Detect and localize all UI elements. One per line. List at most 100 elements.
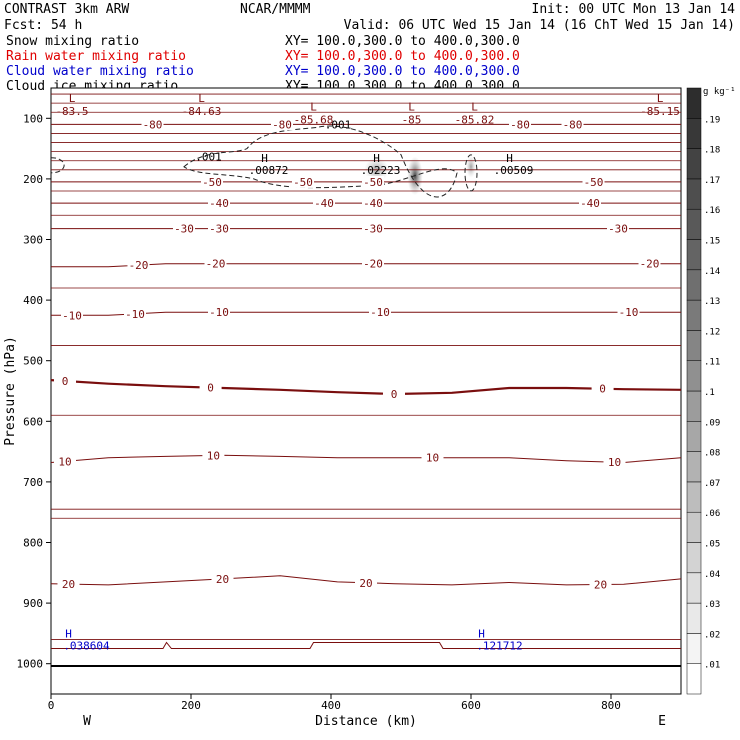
isotherm-label-bg bbox=[369, 306, 391, 319]
colorbar-swatch bbox=[686, 148, 702, 180]
y-tick-label: 600 bbox=[23, 415, 43, 428]
colorbar-swatch bbox=[686, 572, 702, 604]
isotherm-label-bg bbox=[362, 175, 384, 188]
colorbar-tick-label: .07 bbox=[704, 479, 720, 489]
isotherm-label: -80 bbox=[563, 118, 583, 131]
low-value: -85.68 bbox=[294, 113, 334, 126]
colorbar-swatch bbox=[686, 299, 702, 331]
y-tick-label: 500 bbox=[23, 355, 43, 368]
isotherm-label-bg bbox=[54, 374, 76, 387]
isotherm-label: -20 bbox=[206, 258, 226, 271]
isotherm-label: -40 bbox=[580, 197, 600, 210]
colorbar: .01 .02 .03 .04 .05 .06 .07 .08 .09 .1 .11 .12 .13 .1… bbox=[686, 87, 736, 695]
colorbar-tick-label: .16 bbox=[704, 206, 720, 216]
colorbar-tick-label: .02 bbox=[704, 630, 720, 640]
isotherm-label-bg bbox=[57, 578, 80, 591]
x-axis-label: Distance (km) bbox=[315, 714, 417, 729]
isotherm-label: -80 bbox=[272, 118, 292, 131]
colorbar-swatch bbox=[686, 602, 702, 634]
plot-frame bbox=[50, 87, 682, 695]
colorbar-tick-label: .04 bbox=[704, 570, 720, 580]
colorbar-swatch bbox=[686, 481, 702, 513]
isotherm-label-bg bbox=[362, 197, 384, 210]
legend-xy: XY= 100.0,300.0 to 400.0,300.0 bbox=[285, 34, 520, 49]
colorbar-swatch bbox=[686, 360, 702, 392]
low-marker: L bbox=[471, 100, 478, 113]
ice-max-value: .02223 bbox=[361, 164, 401, 177]
y-tick-label: 400 bbox=[23, 294, 43, 307]
isotherm-label-bg bbox=[582, 175, 605, 188]
isotherm-label: -40 bbox=[209, 197, 229, 210]
colorbar-swatch bbox=[686, 421, 702, 452]
y-tick-label: 100 bbox=[23, 112, 43, 125]
low-value: -85.82 bbox=[455, 113, 495, 126]
title-center: NCAR/MMMM bbox=[240, 2, 311, 17]
isotherm-label: -10 bbox=[370, 306, 390, 319]
init-time: Init: 00 UTC Mon 13 Jan 14 bbox=[532, 2, 736, 17]
isotherm-label: -50 bbox=[293, 176, 313, 189]
isotherm-label-bg bbox=[362, 222, 384, 235]
ice-contour-label: .001 bbox=[195, 151, 222, 164]
y-tick-label: 200 bbox=[23, 173, 43, 186]
isotherm-label: -40 bbox=[314, 197, 334, 210]
snow-shade-cell bbox=[466, 155, 476, 178]
colorbar-tick-label: .19 bbox=[704, 115, 720, 125]
isotherm-label: -30 bbox=[363, 223, 383, 236]
isotherm-label: -10 bbox=[619, 306, 639, 319]
isotherm--10 bbox=[51, 311, 681, 316]
low-marker: L bbox=[198, 92, 205, 105]
title-left: CONTRAST 3km ARW bbox=[4, 2, 129, 17]
isotherm-label: 0 bbox=[207, 382, 214, 395]
colorbar-tick-label: .03 bbox=[704, 600, 720, 610]
colorbar-tick-label: .05 bbox=[704, 540, 720, 550]
colorbar-tick-label: .09 bbox=[704, 418, 720, 428]
isotherm-label: -50 bbox=[584, 176, 604, 189]
isotherm-label: 20 bbox=[62, 578, 75, 591]
colorbar-swatch bbox=[686, 178, 702, 210]
legend-label: Rain water mixing ratio bbox=[6, 49, 186, 64]
colorbar-swatch bbox=[686, 87, 702, 119]
low-marker: L bbox=[310, 100, 317, 113]
isotherm-label: -20 bbox=[363, 258, 383, 271]
colorbar-swatch bbox=[686, 633, 702, 664]
x-tick-label: 200 bbox=[181, 699, 201, 712]
isotherm-label: -50 bbox=[363, 176, 383, 189]
isotherm-label-bg bbox=[421, 451, 444, 464]
colorbar-tick-label: .13 bbox=[704, 297, 720, 307]
colorbar-tick-label: .08 bbox=[704, 449, 720, 459]
west-label: W bbox=[83, 714, 91, 729]
isotherm-label-bg bbox=[211, 572, 234, 585]
cloudwater-contour bbox=[51, 641, 681, 650]
colorbar-swatch bbox=[686, 118, 702, 149]
isotherm-label: -20 bbox=[129, 259, 149, 272]
ice-contour bbox=[183, 125, 458, 198]
isotherm-label-bg bbox=[173, 222, 195, 235]
isotherm-label-bg bbox=[127, 259, 150, 272]
ice-max-marker: H bbox=[261, 152, 268, 165]
colorbar-swatch bbox=[686, 663, 702, 695]
isotherm-label: -80 bbox=[510, 118, 530, 131]
colorbar-swatch bbox=[686, 239, 702, 271]
colorbar-swatch bbox=[686, 511, 702, 543]
x-tick-label: 600 bbox=[461, 699, 481, 712]
isotherm-label-bg bbox=[204, 257, 227, 270]
x-tick-label: 800 bbox=[601, 699, 621, 712]
isotherm-label-bg bbox=[313, 197, 335, 210]
y-tick-label: 700 bbox=[23, 476, 43, 489]
ice-contour-label: .001 bbox=[325, 119, 352, 132]
isotherm-label-bg bbox=[638, 257, 661, 270]
low-value: -85 bbox=[402, 113, 422, 126]
isotherm-label: -80 bbox=[143, 118, 163, 131]
ice-max-value: .00509 bbox=[494, 164, 534, 177]
isotherm-label: 10 bbox=[426, 452, 439, 465]
isotherm-label-bg bbox=[292, 175, 314, 188]
isotherm-label-bg bbox=[607, 222, 629, 235]
isotherm-label: -30 bbox=[174, 223, 194, 236]
colorbar-swatch bbox=[686, 208, 702, 240]
isotherm-label-bg bbox=[202, 449, 225, 462]
isotherm-label-bg bbox=[208, 306, 230, 319]
colorbar-tick-label: .1 bbox=[704, 388, 715, 398]
isotherm-label-bg bbox=[383, 388, 405, 401]
isotherm-label: -10 bbox=[209, 306, 229, 319]
